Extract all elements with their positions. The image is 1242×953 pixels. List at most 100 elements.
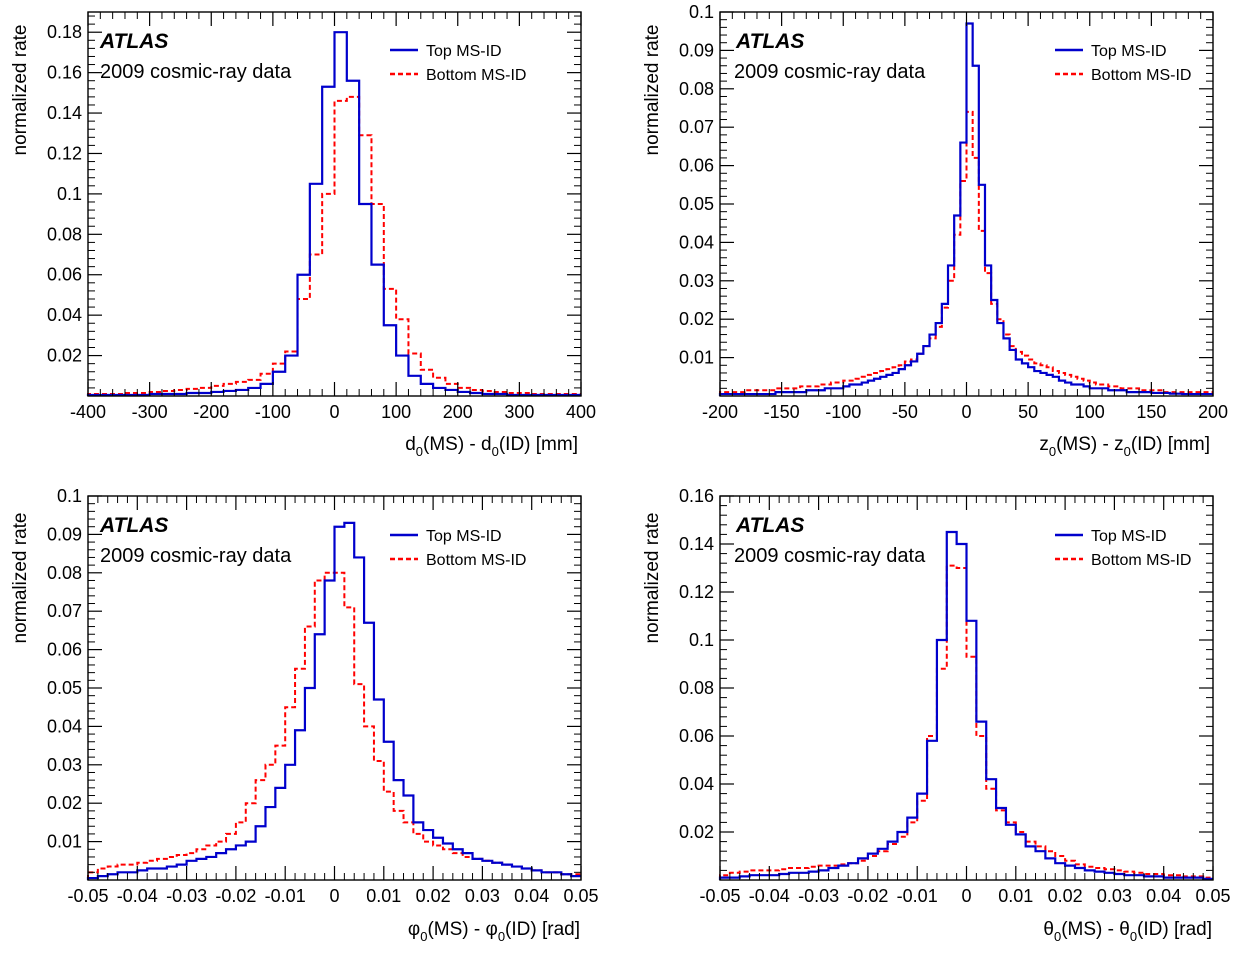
x-axis-label-sub2: 0 <box>492 444 499 459</box>
y-axis-label: normalized rate <box>10 25 31 156</box>
y-tick-label: 0.08 <box>47 563 82 583</box>
panel-theta0: normalized rate -0.05 -0.04 -0.03 -0.02 -0.0… <box>642 486 1231 944</box>
y-tick-label: 0.14 <box>679 534 714 554</box>
y-tick-label: 0.16 <box>47 63 82 83</box>
y-tick-label: 0.18 <box>47 22 82 42</box>
x-tick-label: 200 <box>1198 402 1228 422</box>
x-axis-label-sub1: 0 <box>420 929 427 944</box>
data-label: 2009 cosmic-ray data <box>734 545 926 567</box>
legend-label-bottom: Bottom MS-ID <box>426 67 526 84</box>
x-tick-label: -100 <box>255 402 291 422</box>
x-axis-label: d0(MS) - d0(ID) [mm] <box>405 434 578 459</box>
x-tick-label: 0 <box>329 886 339 906</box>
plot-area: -0.05 -0.04 -0.03 -0.02 -0.01 0 0.01 0.02 0.03 0.… <box>47 486 599 906</box>
x-tick-label: 100 <box>1075 402 1105 422</box>
data-label: 2009 cosmic-ray data <box>734 61 926 83</box>
y-tick-label: 0.1 <box>57 486 82 506</box>
y-tick-label: 0.1 <box>689 2 714 22</box>
legend: Top MS-ID Bottom MS-ID <box>390 43 526 84</box>
atlas-label: ATLAS <box>99 514 168 537</box>
y-tick-label: 0.1 <box>689 630 714 650</box>
y-tick-label: 0.09 <box>679 40 714 60</box>
x-tick-label: -400 <box>70 402 106 422</box>
legend: Top MS-ID Bottom MS-ID <box>1055 528 1191 569</box>
x-tick-label: 300 <box>504 402 534 422</box>
y-tick-label: 0.01 <box>679 348 714 368</box>
y-axis-label: normalized rate <box>642 25 663 156</box>
legend-label-bottom: Bottom MS-ID <box>1091 67 1191 84</box>
legend: Top MS-ID Bottom MS-ID <box>1055 43 1191 84</box>
y-tick-label: 0.09 <box>47 524 82 544</box>
x-axis-label-pre: z <box>1039 434 1049 455</box>
legend-label-top: Top MS-ID <box>426 43 502 60</box>
y-tick-label: 0.07 <box>679 117 714 137</box>
data-label: 2009 cosmic-ray data <box>100 61 292 83</box>
x-tick-label: 0.05 <box>1195 886 1230 906</box>
x-axis-label-post: (ID) [mm] <box>499 434 578 455</box>
x-axis-label-sub1: 0 <box>1049 444 1056 459</box>
series-top-ms-id <box>718 530 1213 880</box>
y-tick-label: 0.16 <box>679 486 714 506</box>
x-tick-label: -100 <box>825 402 861 422</box>
x-tick-label: 0.01 <box>366 886 401 906</box>
legend: Top MS-ID Bottom MS-ID <box>390 528 526 569</box>
x-tick-label: 100 <box>381 402 411 422</box>
y-tick-label: 0.04 <box>47 305 82 325</box>
x-tick-label: -0.05 <box>67 886 108 906</box>
x-axis-label-sub1: 0 <box>1054 929 1061 944</box>
y-tick-label: 0.02 <box>679 822 714 842</box>
series-bottom-ms-id <box>719 564 1213 880</box>
atlas-label: ATLAS <box>735 514 804 537</box>
x-tick-label: -200 <box>702 402 738 422</box>
legend-label-bottom: Bottom MS-ID <box>426 552 526 569</box>
series-top-ms-id <box>86 31 581 397</box>
x-axis-label-sub1: 0 <box>416 444 423 459</box>
y-tick-label: 0.03 <box>47 755 82 775</box>
x-axis-label-sub2: 0 <box>1124 444 1131 459</box>
x-tick-label: -0.02 <box>215 886 256 906</box>
y-tick-label: 0.04 <box>679 774 714 794</box>
x-tick-label: -300 <box>132 402 168 422</box>
x-tick-label: 200 <box>443 402 473 422</box>
atlas-label: ATLAS <box>99 30 168 53</box>
x-tick-label: 150 <box>1136 402 1166 422</box>
x-axis-label-sub2: 0 <box>498 929 505 944</box>
atlas-label: ATLAS <box>735 30 804 53</box>
x-tick-label: 0.05 <box>563 886 598 906</box>
x-tick-label: 50 <box>1018 402 1038 422</box>
x-axis-label-post: (ID) [rad] <box>505 919 580 940</box>
x-axis-label-mid: (MS) - φ <box>427 919 497 940</box>
y-tick-label: 0.02 <box>47 346 82 366</box>
x-axis-label-post: (ID) [rad] <box>1137 919 1212 940</box>
x-tick-label: 0 <box>329 402 339 422</box>
x-tick-label: 0.04 <box>1146 886 1181 906</box>
legend-label-top: Top MS-ID <box>1091 43 1167 60</box>
x-tick-label: -0.03 <box>166 886 207 906</box>
x-tick-label: -0.02 <box>847 886 888 906</box>
x-tick-label: -0.05 <box>699 886 740 906</box>
series-top-ms-id <box>86 521 581 880</box>
y-tick-label: 0.1 <box>57 184 82 204</box>
x-axis-label-pre: θ <box>1043 919 1054 940</box>
legend-label-top: Top MS-ID <box>1091 528 1167 545</box>
x-tick-label: 0.02 <box>1048 886 1083 906</box>
panel-phi0: normalized rate -0.05 -0.04 -0.03 -0.02 -0.0… <box>10 486 599 944</box>
x-tick-label: 0.04 <box>514 886 549 906</box>
x-tick-label: -50 <box>892 402 918 422</box>
y-axis-label: normalized rate <box>10 513 31 644</box>
x-tick-label: -0.04 <box>749 886 790 906</box>
x-axis-label-post: (ID) [mm] <box>1131 434 1210 455</box>
x-tick-label: 0.01 <box>998 886 1033 906</box>
x-axis-label: φ0(MS) - φ0(ID) [rad] <box>408 919 580 944</box>
y-tick-label: 0.05 <box>679 194 714 214</box>
x-tick-label: 0.03 <box>465 886 500 906</box>
y-tick-label: 0.02 <box>679 309 714 329</box>
x-tick-label: -0.01 <box>897 886 938 906</box>
y-axis-label: normalized rate <box>642 513 663 644</box>
series-bottom-ms-id <box>87 571 581 880</box>
y-tick-label: 0.12 <box>47 143 82 163</box>
x-tick-label: 400 <box>566 402 596 422</box>
x-tick-label: -0.03 <box>798 886 839 906</box>
y-tick-label: 0.01 <box>47 832 82 852</box>
x-axis-label-mid: (MS) - θ <box>1061 919 1130 940</box>
